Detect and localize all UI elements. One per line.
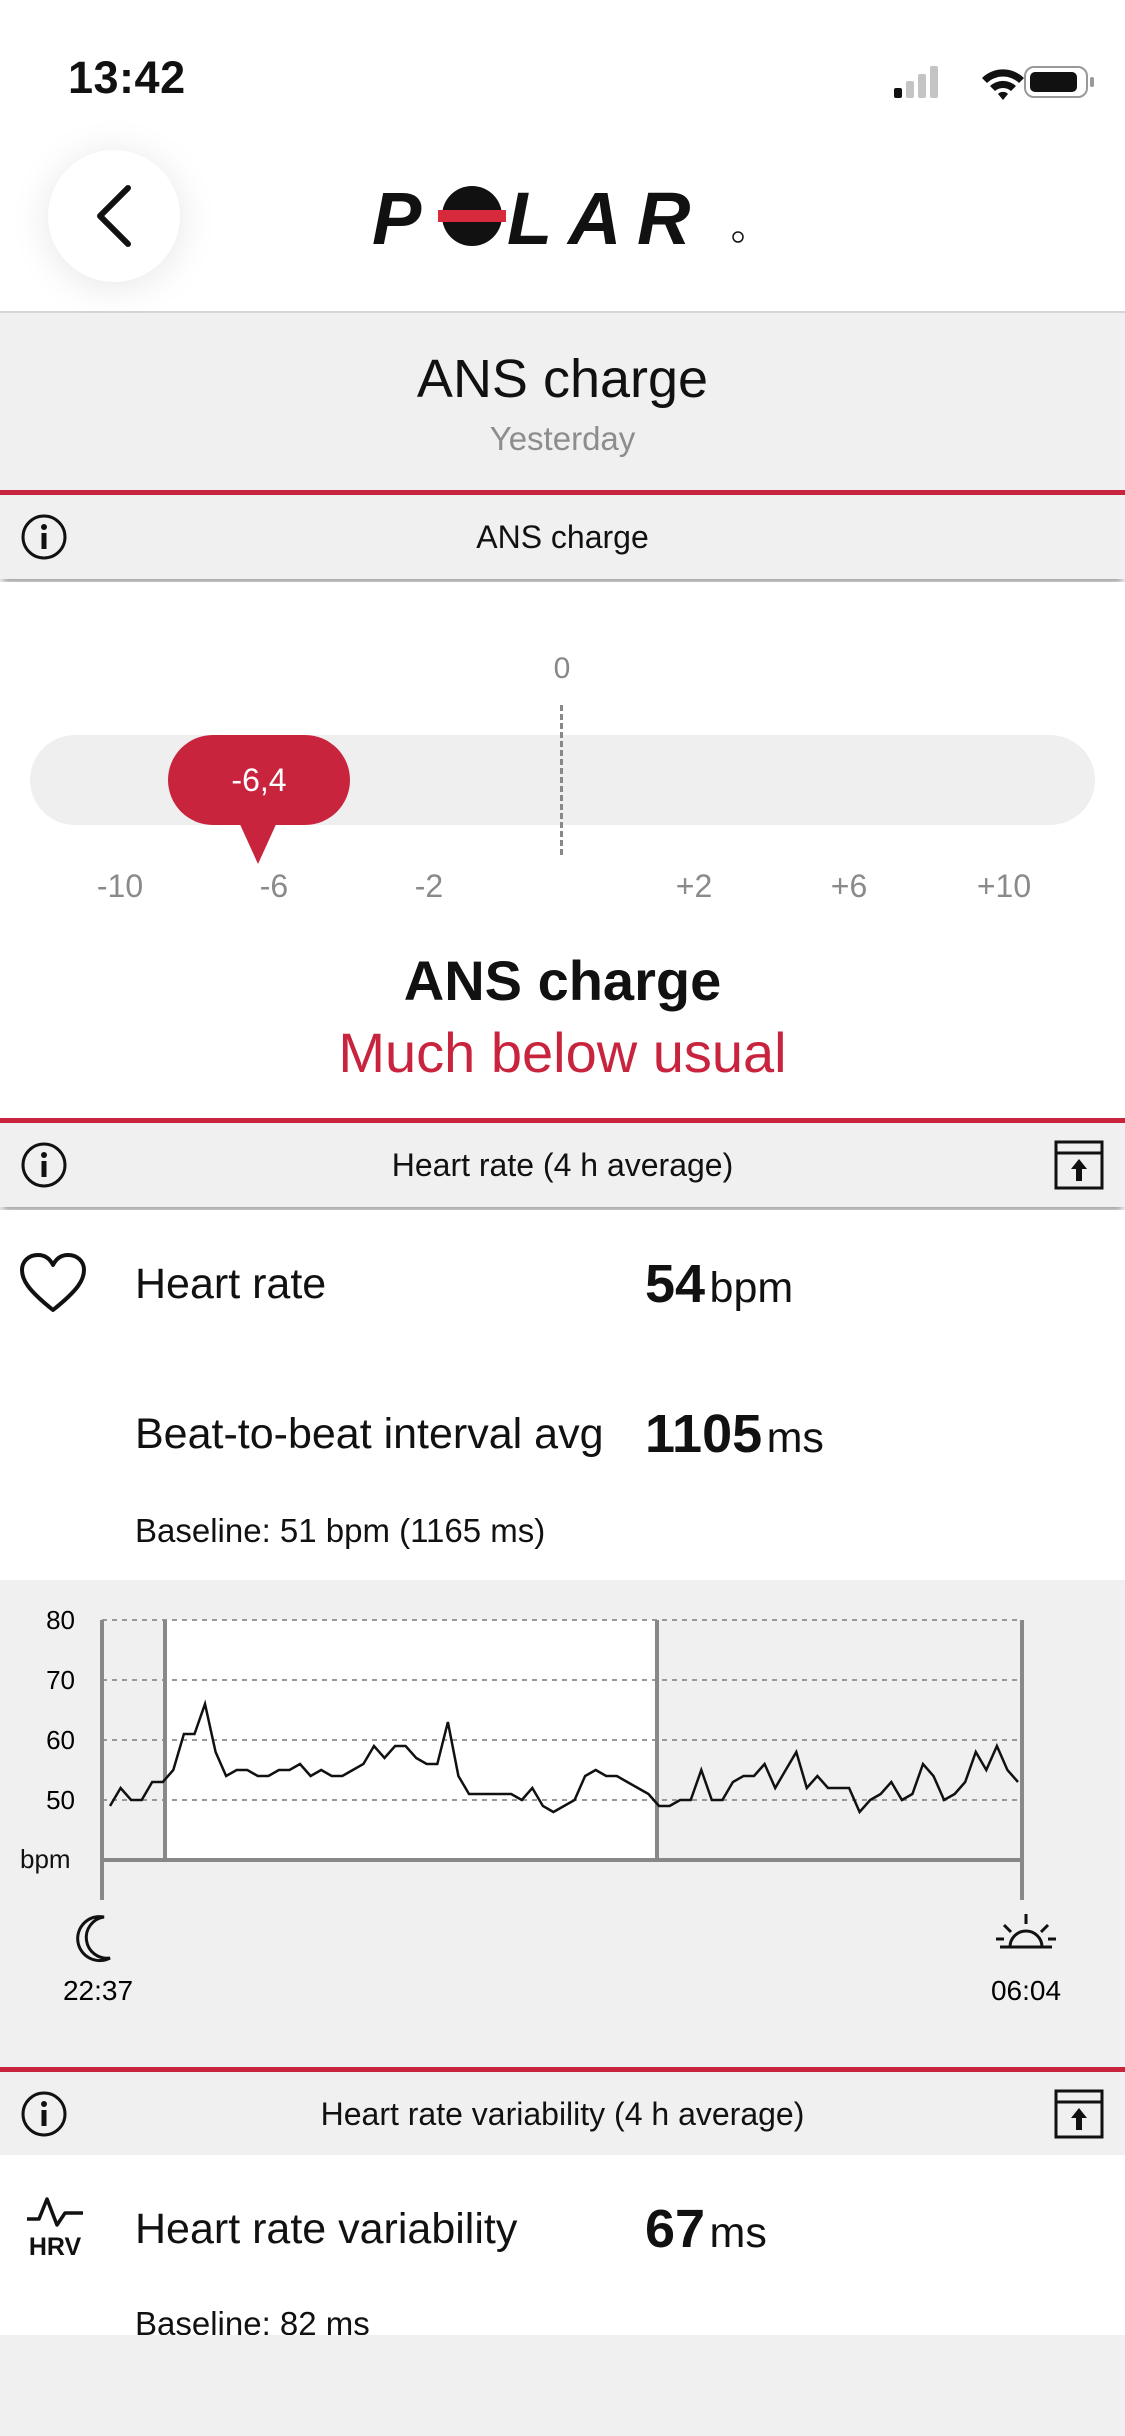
share-chart-icon[interactable] (1053, 2088, 1105, 2140)
sunrise-icon (996, 1914, 1056, 1949)
gauge-zero-label: 0 (553, 652, 571, 685)
heart-rate-reading: 54 bpm (645, 1253, 793, 1315)
signal-icon (894, 66, 938, 98)
heart-icon (20, 1253, 86, 1312)
wifi-icon (982, 69, 1024, 100)
app-header: 13:42 P L A R (0, 0, 1125, 313)
hr-baseline: Baseline: 51 bpm (1165 ms) (135, 1512, 546, 1549)
ans-result-title: ANS charge (403, 949, 722, 1012)
gauge-scale-label: -10 (96, 868, 144, 904)
hrv-reading: 67 ms (645, 2198, 767, 2260)
section-divider (0, 490, 1125, 495)
status-time: 13:42 (68, 52, 186, 103)
moon-icon (76, 1915, 111, 1963)
battery-icon (1024, 66, 1094, 98)
gauge-scale-label: +6 (830, 868, 868, 904)
heart-rate-chart: 80 70 60 50 bpm 22:37 06:04 (0, 1580, 1125, 2070)
status-icons (894, 66, 1094, 100)
svg-text:R: R (637, 180, 690, 250)
ans-section-header: ANS charge (0, 495, 1125, 579)
rr-interval-unit: ms (766, 1414, 824, 1462)
heart-rate-unit: bpm (709, 1264, 794, 1312)
ans-section-title: ANS charge (476, 519, 649, 555)
gauge-scale-label: -2 (414, 868, 444, 904)
hrv-icon: HRV (22, 2195, 88, 2260)
start-time: 22:37 (63, 1975, 133, 2006)
y-tick-label: 80 (46, 1605, 75, 1635)
svg-text:A: A (566, 180, 621, 250)
hrv-label: Heart rate variability (135, 2205, 518, 2253)
hr-metrics-panel (0, 1210, 1125, 1580)
ans-result-status: Much below usual (338, 1021, 787, 1084)
info-icon[interactable] (20, 2090, 68, 2138)
hrv-baseline: Baseline: 82 ms (135, 2305, 370, 2335)
hrv-unit: ms (709, 2209, 767, 2257)
gauge-value-bubble: -6,4 (168, 735, 350, 825)
heart-rate-value: 54 (645, 1254, 706, 1314)
end-time: 06:04 (991, 1975, 1061, 2006)
y-tick-label: 60 (46, 1725, 75, 1755)
gauge-scale-label: -6 (259, 868, 289, 904)
share-chart-icon[interactable] (1053, 1139, 1105, 1191)
section-divider (0, 2067, 1125, 2072)
heart-rate-line (108, 1699, 1019, 1815)
hr-section-header: Heart rate (4 h average) (0, 1123, 1125, 1207)
heart-rate-label: Heart rate (135, 1260, 327, 1308)
back-button[interactable] (48, 150, 180, 282)
hrv-value: 67 (645, 2199, 706, 2259)
section-divider (0, 1118, 1125, 1123)
page-title: ANS charge (416, 349, 709, 409)
gauge-scale-label: +2 (675, 868, 713, 904)
gauge-zero-line (560, 705, 563, 855)
heart-rate-chart-svg: 80 70 60 50 bpm 22:37 06:04 (20, 1605, 1061, 2006)
info-icon[interactable] (20, 1141, 68, 1189)
rr-interval-reading: 1105 ms (645, 1403, 824, 1465)
polar-logo: P L A R (372, 177, 752, 260)
page-subtitle: Yesterday (489, 420, 636, 457)
hr-section-title: Heart rate (4 h average) (391, 1147, 734, 1183)
hrv-section-header: Heart rate variability (4 h average) (0, 2072, 1125, 2156)
hrv-icon-text: HRV (28, 2233, 82, 2261)
svg-text:P: P (372, 180, 422, 250)
y-axis-unit: bpm (20, 1844, 71, 1874)
info-icon[interactable] (20, 513, 68, 561)
y-tick-label: 70 (46, 1665, 75, 1695)
gauge-scale-label: +10 (976, 868, 1032, 904)
rr-interval-value: 1105 (645, 1404, 763, 1464)
hrv-metrics-panel: HRV Heart rate variability 67 ms Baselin… (0, 2155, 1125, 2335)
svg-text:L: L (507, 180, 552, 250)
chevron-left-icon (97, 185, 131, 247)
gauge-pointer (238, 820, 278, 864)
title-band: ANS charge Yesterday (0, 313, 1125, 490)
rr-interval-label: Beat-to-beat interval avg (135, 1410, 604, 1458)
y-tick-label: 50 (46, 1785, 75, 1815)
hrv-section-title: Heart rate variability (4 h average) (320, 2096, 805, 2132)
